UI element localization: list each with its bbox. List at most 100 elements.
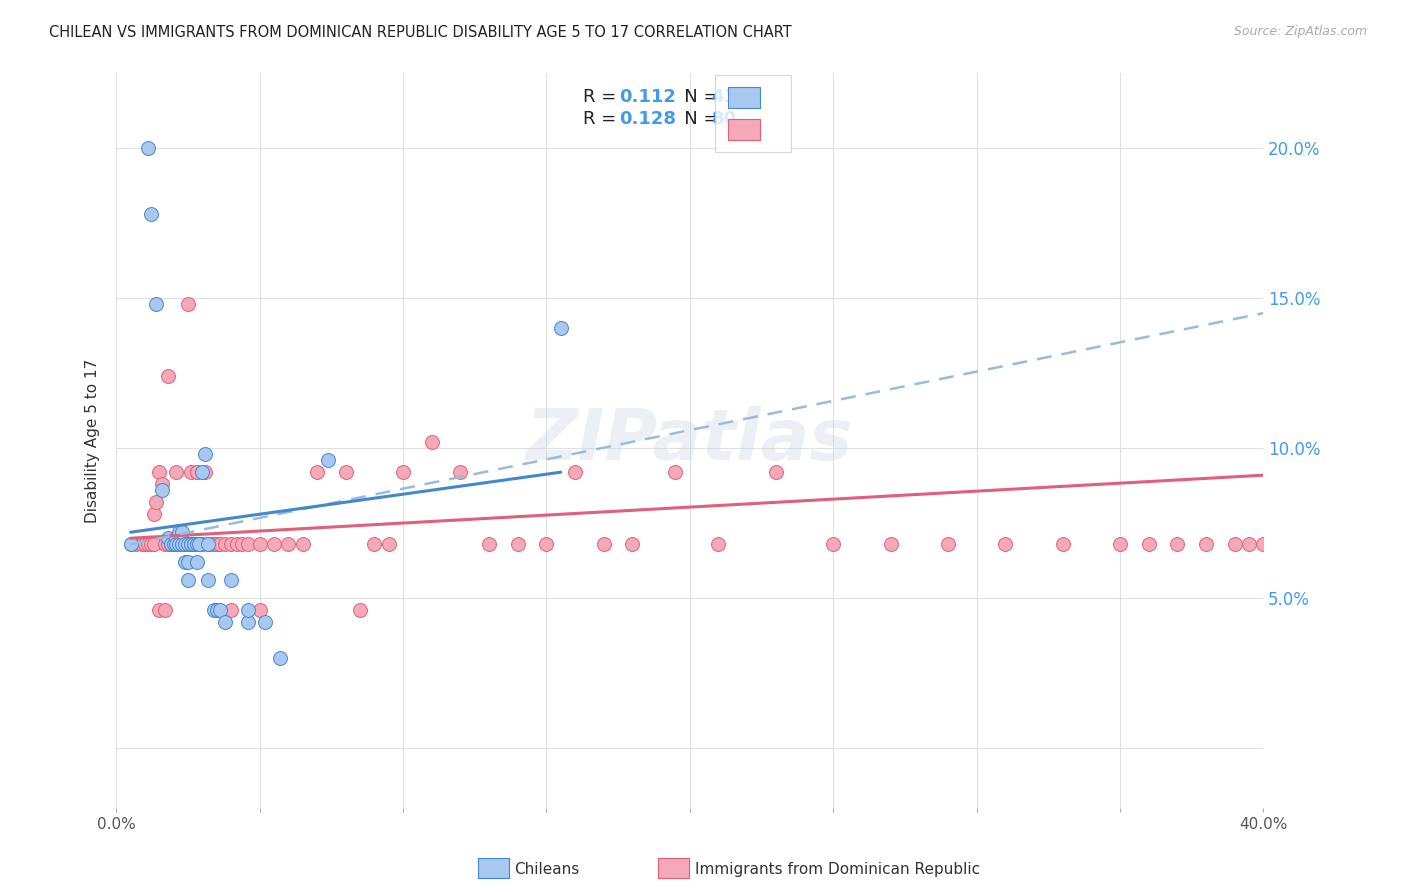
Point: [120, 537, 142, 551]
Point: [183, 537, 205, 551]
Point: [506, 537, 529, 551]
Point: [169, 537, 191, 551]
Point: [231, 537, 253, 551]
Point: [183, 537, 205, 551]
Point: [269, 651, 291, 665]
Point: [194, 447, 217, 461]
Point: [194, 465, 217, 479]
Point: [148, 603, 170, 617]
Legend: , : ,: [716, 75, 790, 153]
Text: Source: ZipAtlas.com: Source: ZipAtlas.com: [1233, 25, 1367, 38]
Point: [225, 537, 247, 551]
Point: [166, 465, 188, 479]
Point: [377, 537, 399, 551]
Point: [186, 465, 208, 479]
Point: [139, 207, 162, 221]
Point: [1109, 537, 1132, 551]
Point: [621, 537, 644, 551]
Text: N =: N =: [666, 87, 724, 105]
Point: [219, 574, 242, 588]
Point: [159, 537, 181, 551]
Point: [180, 537, 202, 551]
Point: [200, 537, 222, 551]
Point: [169, 537, 191, 551]
Point: [162, 537, 184, 551]
Point: [142, 507, 165, 521]
Point: [238, 615, 260, 630]
Point: [291, 537, 314, 551]
Point: [219, 537, 242, 551]
Point: [420, 435, 443, 450]
Point: [1052, 537, 1074, 551]
Point: [1137, 537, 1160, 551]
Point: [202, 603, 225, 617]
Point: [166, 537, 188, 551]
Point: [162, 537, 184, 551]
Point: [174, 555, 197, 569]
Point: [208, 603, 231, 617]
Point: [134, 537, 156, 551]
Point: [936, 537, 959, 551]
Point: [150, 483, 173, 498]
Point: [197, 537, 219, 551]
Text: R =: R =: [583, 87, 621, 105]
Point: [131, 537, 153, 551]
Point: [159, 537, 181, 551]
Point: [335, 465, 357, 479]
Point: [191, 537, 214, 551]
Point: [156, 369, 179, 384]
Text: ZIPatlas: ZIPatlas: [526, 406, 853, 475]
Point: [879, 537, 901, 551]
Point: [172, 537, 194, 551]
Point: [449, 465, 471, 479]
Point: [1253, 537, 1275, 551]
Point: [156, 531, 179, 545]
Point: [202, 537, 225, 551]
Point: [592, 537, 614, 551]
Point: [1166, 537, 1188, 551]
Point: [136, 537, 159, 551]
Point: [188, 537, 211, 551]
Point: [125, 537, 148, 551]
Point: [174, 537, 197, 551]
Point: [219, 603, 242, 617]
Point: [197, 574, 219, 588]
Point: [145, 297, 167, 311]
Point: [564, 465, 586, 479]
Text: 0.128: 0.128: [619, 110, 676, 128]
Text: CHILEAN VS IMMIGRANTS FROM DOMINICAN REPUBLIC DISABILITY AGE 5 TO 17 CORRELATION: CHILEAN VS IMMIGRANTS FROM DOMINICAN REP…: [49, 25, 792, 40]
Point: [153, 603, 176, 617]
Point: [186, 465, 208, 479]
Point: [238, 603, 260, 617]
Point: [180, 537, 202, 551]
Text: R =: R =: [583, 110, 621, 128]
Point: [156, 537, 179, 551]
Point: [349, 603, 371, 617]
Point: [305, 465, 328, 479]
Text: 0.112: 0.112: [619, 87, 675, 105]
Point: [550, 321, 572, 335]
Point: [188, 537, 211, 551]
Point: [197, 537, 219, 551]
Point: [249, 537, 271, 551]
Point: [166, 531, 188, 545]
Point: [664, 465, 686, 479]
Point: [318, 453, 340, 467]
Point: [1237, 537, 1260, 551]
Point: [139, 537, 162, 551]
Point: [169, 537, 191, 551]
Point: [707, 537, 730, 551]
Point: [478, 537, 501, 551]
Point: [177, 555, 200, 569]
Point: [148, 465, 170, 479]
Point: [765, 465, 787, 479]
Point: [169, 525, 191, 540]
Text: N =: N =: [666, 110, 724, 128]
Point: [186, 555, 208, 569]
Point: [536, 537, 558, 551]
Point: [205, 537, 228, 551]
Point: [172, 525, 194, 540]
Text: Immigrants from Dominican Republic: Immigrants from Dominican Republic: [695, 863, 980, 877]
Point: [153, 537, 176, 551]
Point: [177, 297, 200, 311]
